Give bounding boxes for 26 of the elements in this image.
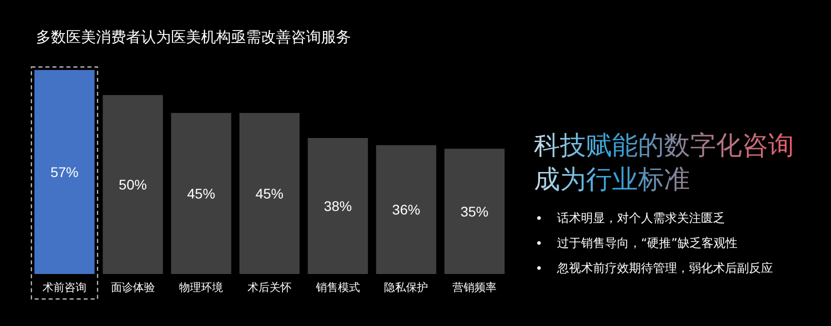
x-tick-label: 术前咨询 — [42, 281, 86, 294]
data-label: 45% — [255, 185, 284, 202]
bar — [171, 112, 232, 274]
text: 话术明显，对个人需求关注匮乏 — [557, 211, 725, 225]
data-label: 35% — [460, 203, 489, 220]
x-tick-label: 营销频率 — [452, 281, 497, 294]
bar — [102, 95, 163, 274]
bar — [376, 145, 436, 274]
data-label: 36% — [392, 202, 420, 218]
data-label: 38% — [324, 198, 352, 214]
chart-title: 多数医美消费者认为医美机构亟需改善咨询服务 — [36, 28, 351, 46]
text: 忽视术前疗效期待管理，弱化术后副反应 — [556, 261, 773, 275]
data-label: 50% — [118, 176, 147, 193]
bar — [239, 112, 300, 274]
text: 过于销售导向，“硬推”缺乏客观性 — [557, 236, 738, 250]
bar — [444, 148, 505, 274]
data-label: 45% — [187, 185, 216, 202]
data-label: 57% — [50, 164, 78, 180]
bar — [308, 138, 368, 274]
x-tick-label: 隐私保护 — [384, 281, 428, 294]
x-tick-label: 销售模式 — [314, 281, 360, 294]
x-tick-label: 物理环境 — [179, 281, 224, 294]
x-tick-label: 术后关怀 — [248, 281, 292, 294]
x-tick-label: 面诊体验 — [110, 281, 155, 294]
bar — [34, 70, 95, 274]
text: 科技赋能的数字化咨询成为行业标准 — [534, 131, 794, 195]
